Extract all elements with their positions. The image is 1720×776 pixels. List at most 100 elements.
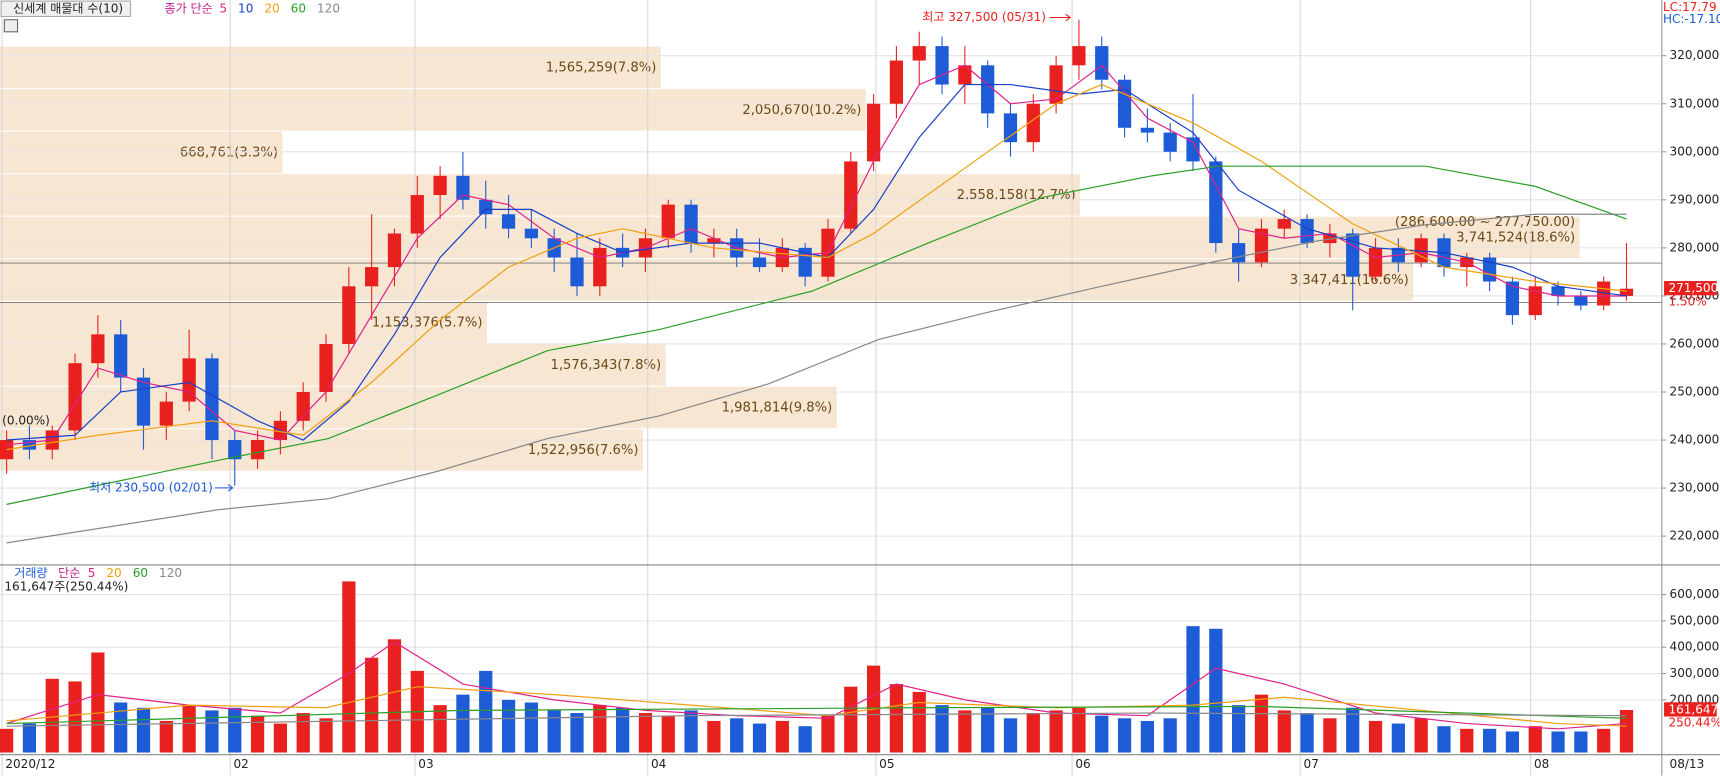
candle-body bbox=[22, 440, 37, 450]
candle-body bbox=[205, 358, 219, 441]
volume-bar bbox=[1368, 720, 1383, 753]
candle-body bbox=[479, 199, 493, 215]
y-tick-label: 500,000 bbox=[1670, 613, 1720, 627]
candle-body bbox=[1597, 281, 1611, 306]
volume-bar bbox=[1437, 726, 1451, 753]
volume-bar bbox=[1232, 705, 1246, 753]
candle-body bbox=[228, 440, 242, 460]
profile-label: 668,761(3.3%) bbox=[180, 145, 278, 160]
y-tick-label: 320,000 bbox=[1670, 48, 1720, 62]
volume-bar bbox=[1049, 710, 1063, 753]
profile-band bbox=[0, 89, 866, 131]
ma-line bbox=[6, 165, 1627, 505]
volume-bar bbox=[273, 723, 288, 753]
volume-bar bbox=[296, 713, 310, 753]
profile-label: 3,741,524(18.6%) bbox=[1456, 230, 1575, 245]
y-tick-label: 280,000 bbox=[1670, 240, 1720, 254]
profile-range: (286,600.00 ~ 277,750.00) bbox=[1395, 215, 1575, 230]
volume-bar bbox=[250, 715, 265, 753]
volume-bar bbox=[91, 652, 105, 753]
volume-bar bbox=[319, 718, 333, 753]
profile-label: 1,576,343(7.8%) bbox=[550, 358, 661, 373]
x-tick-label: 04 bbox=[651, 757, 666, 771]
candle-body bbox=[1505, 281, 1520, 316]
volume-bar bbox=[661, 715, 675, 753]
y-tick-label: 240,000 bbox=[1670, 433, 1720, 447]
volume-bar bbox=[775, 720, 789, 753]
volume-bar bbox=[730, 718, 744, 753]
volume-bar bbox=[456, 694, 470, 753]
candle-body bbox=[1277, 219, 1291, 229]
volume-bar bbox=[1277, 710, 1291, 753]
candle-body bbox=[981, 65, 995, 114]
volume-bar bbox=[1300, 713, 1314, 753]
candle-body bbox=[1232, 243, 1246, 263]
candle-body bbox=[1528, 286, 1542, 316]
volume-ma-label: 단순 bbox=[58, 566, 80, 580]
high-arrow bbox=[1049, 13, 1072, 22]
volume-bar bbox=[547, 710, 561, 753]
volume-bar bbox=[935, 705, 949, 753]
volume-bar bbox=[889, 684, 904, 753]
volume-bar bbox=[1597, 728, 1611, 753]
candle-body bbox=[1186, 137, 1200, 162]
candle-body bbox=[250, 440, 265, 460]
volume-bar bbox=[68, 681, 82, 753]
volume-bar bbox=[1117, 718, 1132, 753]
volume-bar bbox=[616, 707, 630, 753]
candle-body bbox=[935, 46, 949, 85]
legend-entry: 5 bbox=[219, 1, 227, 15]
ma-legend-label: 종가 단순 bbox=[165, 1, 213, 15]
low-note: 최저 230,500 (02/01) bbox=[89, 480, 213, 494]
volume-bar bbox=[387, 639, 402, 753]
volume-bar bbox=[1346, 707, 1360, 753]
volume-bar bbox=[1003, 718, 1018, 753]
volume-bar bbox=[752, 723, 767, 753]
volume-bar bbox=[958, 710, 972, 753]
volume-bar bbox=[114, 702, 128, 753]
volume-bar bbox=[1551, 731, 1565, 753]
volume-bar bbox=[1163, 718, 1177, 753]
volume-bar bbox=[981, 707, 995, 753]
candle-body bbox=[387, 233, 402, 268]
legend-entry: 10 bbox=[238, 1, 253, 15]
volume-bar bbox=[1574, 731, 1588, 753]
volume-bar bbox=[159, 720, 173, 753]
profile-label: 1,565,259(7.8%) bbox=[546, 60, 657, 75]
profile-label: 2,050,670(10.2%) bbox=[742, 103, 861, 118]
volume-bar bbox=[1072, 707, 1086, 753]
candle-body bbox=[410, 195, 424, 234]
legend-entry: 120 bbox=[317, 1, 340, 15]
volume-bar bbox=[707, 720, 721, 753]
table-icon[interactable] bbox=[3, 19, 19, 33]
start-change: (0.00%) bbox=[2, 414, 50, 428]
volume-bar bbox=[205, 710, 219, 753]
last-price-label: 271,500 bbox=[1668, 281, 1718, 295]
y-tick-label: 250,000 bbox=[1670, 385, 1720, 399]
x-tick-label: 05 bbox=[879, 757, 894, 771]
candle-body bbox=[912, 46, 926, 61]
chart-title: 신세계 매물대 수(10) bbox=[13, 1, 123, 15]
volume-bar bbox=[1619, 709, 1634, 753]
candle-body bbox=[296, 392, 310, 421]
volume-bar bbox=[844, 686, 858, 753]
candle-body bbox=[1003, 113, 1018, 143]
candle-body bbox=[365, 267, 379, 287]
low-arrow bbox=[215, 484, 234, 492]
volume-bar bbox=[798, 726, 812, 753]
last-change: 1.50% bbox=[1668, 294, 1706, 308]
volume-bar bbox=[684, 710, 698, 753]
candle-body bbox=[433, 175, 447, 196]
candle-body bbox=[570, 257, 584, 287]
legend-entry: 20 bbox=[264, 1, 279, 15]
candle-body bbox=[752, 257, 767, 268]
profile-band bbox=[0, 301, 487, 344]
candle-body bbox=[889, 60, 904, 104]
candle-body bbox=[159, 401, 173, 426]
candle-body bbox=[1140, 127, 1154, 133]
candle-body bbox=[91, 334, 105, 364]
candle-body bbox=[1209, 161, 1223, 244]
profile-band bbox=[0, 386, 837, 429]
x-tick-label: 06 bbox=[1075, 757, 1090, 771]
candle-body bbox=[593, 247, 607, 287]
